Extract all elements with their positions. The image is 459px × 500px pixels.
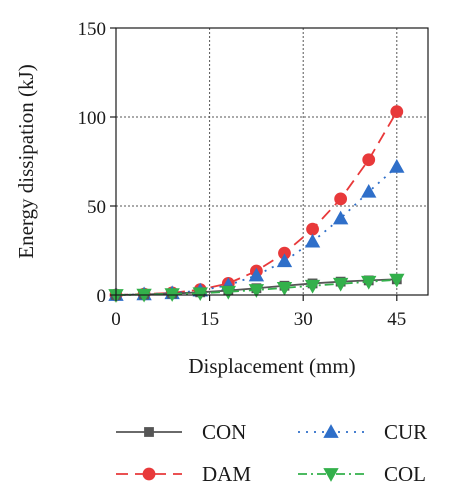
dam-data-point: [334, 192, 348, 206]
axis-ticks: 0 15 30 45 0 50 100 150: [78, 19, 407, 330]
legend-item-con: CON: [116, 420, 246, 444]
cur-data-point: [248, 267, 265, 282]
dam-data-point: [362, 153, 376, 167]
dam-data-point: [390, 105, 404, 119]
y-tick-label: 0: [97, 286, 107, 307]
cur-data-point: [361, 183, 377, 198]
series-col: [108, 273, 405, 303]
legend-col-marker: [323, 468, 339, 482]
legend-item-cur: CUR: [298, 420, 427, 444]
y-tick-label: 50: [87, 197, 106, 218]
legend-dam-label: DAM: [202, 462, 251, 486]
legend-cur-label: CUR: [384, 420, 427, 444]
legend-cur-marker: [323, 424, 339, 438]
legend-con-marker: [144, 427, 154, 437]
grid-lines: [116, 27, 428, 295]
cur-data-point: [389, 159, 405, 173]
col-data-point: [304, 279, 321, 294]
y-tick-label: 150: [78, 19, 107, 40]
col-data-point: [220, 285, 237, 300]
cur-data-point: [304, 233, 321, 248]
x-tick-label: 0: [111, 309, 121, 330]
plot-frame: [115, 27, 429, 296]
cur-data-point: [332, 210, 349, 225]
x-tick-label: 30: [294, 309, 313, 330]
col-data-point: [332, 277, 349, 292]
series-cur: [108, 159, 405, 301]
col-data-point: [276, 281, 293, 296]
legend-con-label: CON: [202, 420, 246, 444]
legend-item-col: COL: [298, 462, 426, 486]
x-tick-label: 15: [200, 309, 219, 330]
col-data-point: [389, 273, 405, 288]
legend-item-dam: DAM: [116, 462, 251, 486]
x-axis-title: Displacement (mm): [188, 354, 355, 378]
col-data-point: [361, 275, 377, 290]
col-data-point: [192, 287, 208, 302]
plot-series: [108, 105, 405, 303]
legend-dam-marker: [142, 467, 156, 481]
dam-data-point: [306, 222, 319, 236]
col-data-point: [248, 284, 265, 298]
y-axis-title: Energy dissipation (kJ): [14, 64, 38, 258]
legend-col-label: COL: [384, 462, 426, 486]
cur-data-point: [276, 253, 293, 268]
x-tick-label: 45: [387, 309, 406, 330]
legend: CON DAM CUR COL: [116, 420, 427, 486]
y-tick-label: 100: [78, 108, 107, 129]
cur-series-line: [115, 166, 398, 296]
